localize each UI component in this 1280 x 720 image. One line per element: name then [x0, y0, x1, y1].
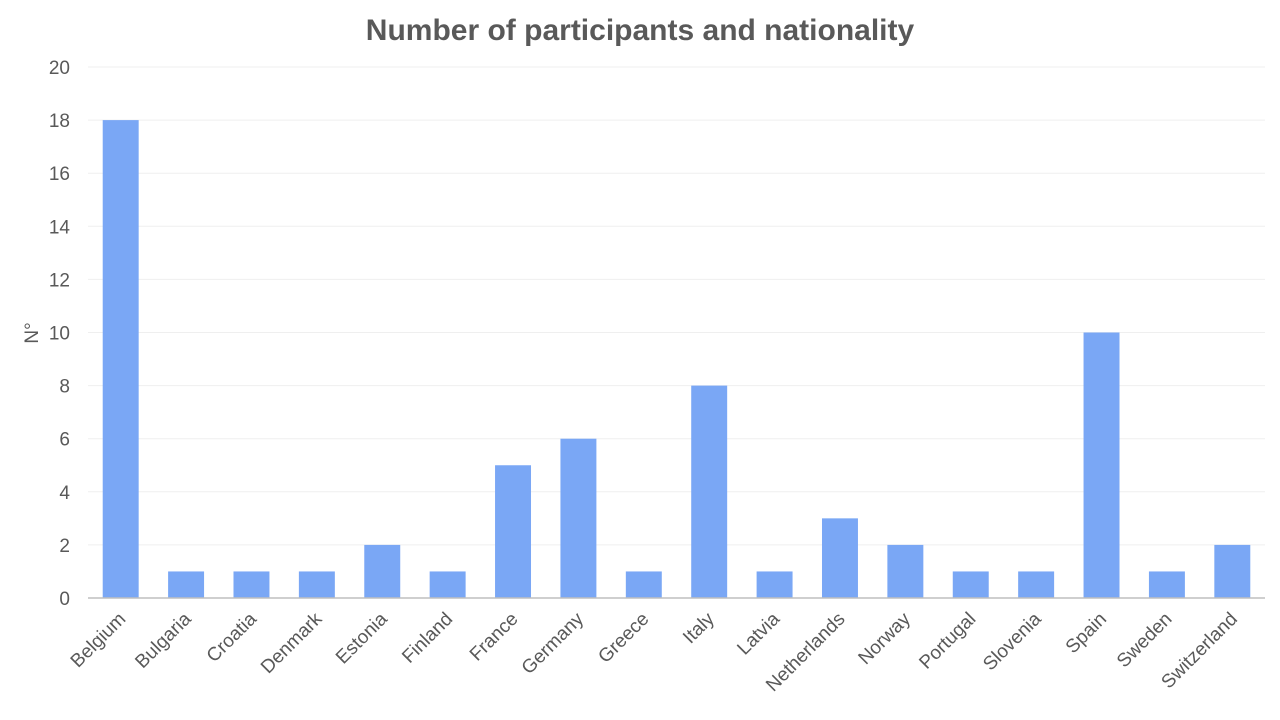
bar-belgium [102, 120, 139, 598]
bars [102, 120, 1251, 598]
bar-sweden [1148, 571, 1185, 598]
y-tick-label: 14 [49, 217, 71, 238]
bar-greece [625, 571, 662, 598]
y-axis-ticks: 0 2 4 6 8 10 12 14 16 18 20 [49, 58, 71, 610]
bar-france [495, 465, 532, 598]
x-tick-label: Portugal [915, 609, 980, 674]
bar-netherlands [821, 518, 858, 598]
y-tick-label: 0 [59, 589, 70, 610]
y-tick-label: 6 [59, 430, 70, 451]
x-tick-label: Greece [594, 609, 653, 668]
bar-germany [560, 438, 597, 598]
bar-latvia [756, 571, 793, 598]
bar-estonia [364, 544, 401, 598]
x-tick-label: Bulgaria [131, 608, 195, 672]
x-tick-label: Sweden [1113, 609, 1176, 672]
y-tick-label: 10 [49, 324, 70, 345]
bar-slovenia [1018, 571, 1055, 598]
chart-title: Number of participants and nationality [366, 14, 915, 47]
y-tick-label: 16 [49, 164, 70, 185]
bar-bulgaria [168, 571, 205, 598]
x-tick-label: Belgium [67, 609, 130, 672]
y-tick-label: 18 [49, 111, 70, 132]
bar-switzerland [1214, 544, 1251, 598]
x-tick-label: Italy [679, 608, 719, 648]
x-tick-label: Slovenia [979, 608, 1046, 675]
x-tick-label: Estonia [332, 608, 392, 668]
bar-finland [429, 571, 466, 598]
bar-croatia [233, 571, 270, 598]
y-tick-label: 2 [59, 536, 70, 557]
x-tick-label: Latvia [733, 608, 784, 659]
x-tick-label: Denmark [257, 608, 327, 678]
y-tick-label: 20 [49, 58, 70, 79]
gridlines [88, 66, 1265, 546]
x-tick-label: Spain [1062, 609, 1111, 658]
x-tick-label: Croatia [203, 608, 261, 666]
x-tick-label: Norway [855, 608, 916, 669]
x-tick-label: Germany [518, 608, 588, 678]
y-tick-label: 4 [59, 483, 70, 504]
x-tick-label: France [466, 609, 523, 666]
bar-norway [887, 544, 924, 598]
bar-portugal [952, 571, 989, 598]
y-tick-label: 8 [59, 377, 70, 398]
bar-italy [691, 385, 728, 598]
y-tick-label: 12 [49, 270, 70, 291]
bar-spain [1083, 332, 1120, 598]
y-axis-label: N° [22, 322, 43, 343]
bar-denmark [298, 571, 335, 598]
x-tick-label: Finland [398, 609, 457, 668]
